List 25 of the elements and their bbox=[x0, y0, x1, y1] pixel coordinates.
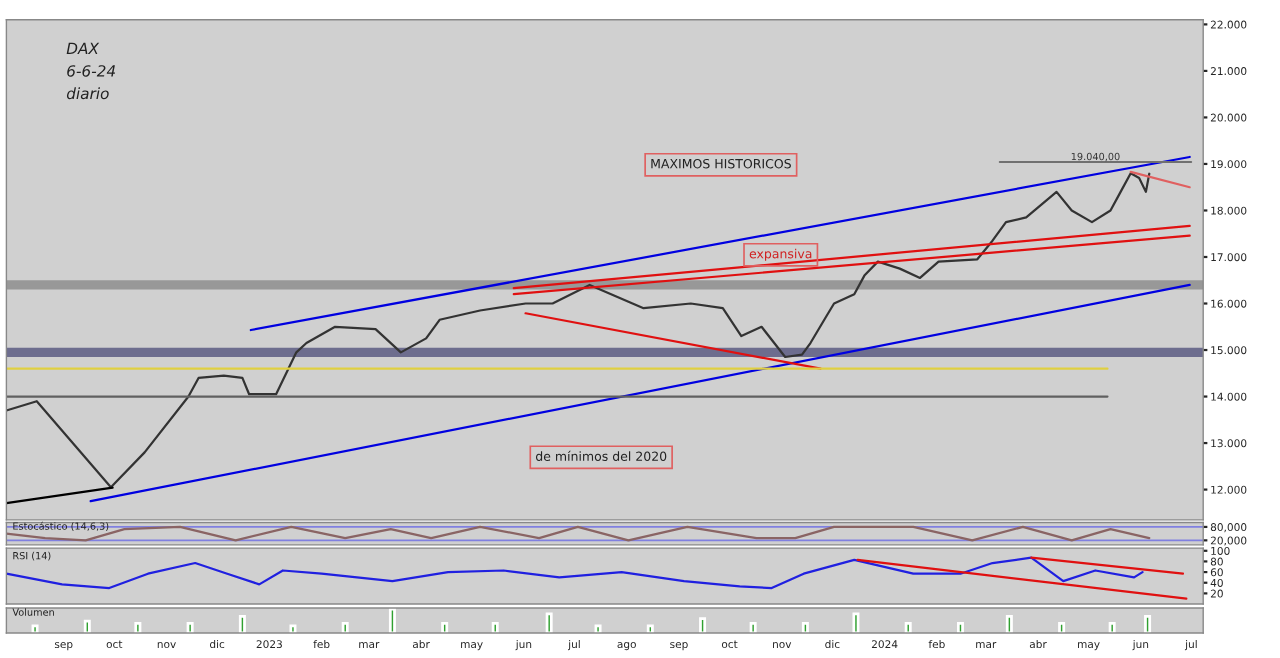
bar bbox=[749, 622, 757, 633]
bar bbox=[594, 624, 602, 633]
bar bbox=[1108, 622, 1116, 633]
bar bbox=[238, 614, 246, 633]
bar bbox=[904, 622, 912, 633]
bar bbox=[852, 612, 860, 633]
bar bbox=[646, 624, 654, 633]
bar bbox=[491, 622, 499, 633]
bar bbox=[289, 624, 297, 633]
bar bbox=[1144, 614, 1152, 633]
bar bbox=[341, 622, 349, 633]
bar bbox=[956, 622, 964, 633]
bar bbox=[83, 619, 91, 633]
line-series bbox=[6, 525, 1151, 542]
bar bbox=[801, 622, 809, 633]
line-series bbox=[6, 172, 1151, 489]
bar bbox=[186, 622, 194, 633]
bar bbox=[388, 607, 396, 633]
bar bbox=[545, 612, 553, 633]
bar bbox=[1058, 622, 1066, 633]
bar bbox=[1005, 614, 1013, 633]
bar bbox=[699, 617, 707, 633]
bar bbox=[134, 622, 142, 633]
bar bbox=[31, 624, 39, 633]
bar bbox=[441, 622, 449, 633]
